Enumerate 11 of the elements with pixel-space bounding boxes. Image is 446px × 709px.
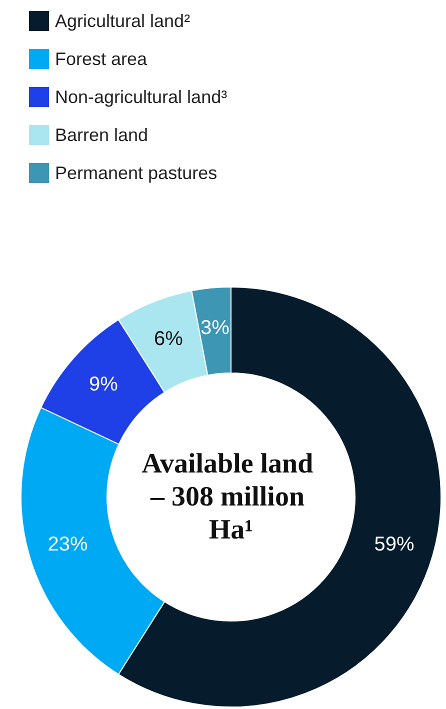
- data-label: 6%: [154, 328, 184, 350]
- data-label: 59%: [374, 533, 414, 556]
- legend-label: Permanent pastures: [55, 163, 218, 183]
- legend-label: Agricultural land²: [55, 11, 190, 31]
- legend-label: Non-agricultural land³: [55, 87, 228, 107]
- legend-label: Forest area: [55, 49, 148, 69]
- text: Available land – 308 million Ha¹: [142, 448, 320, 546]
- data-label: 3%: [200, 316, 230, 339]
- legend-label: Barren land: [55, 125, 148, 145]
- data-label: 9%: [89, 374, 118, 396]
- data-label: 23%: [48, 533, 88, 556]
